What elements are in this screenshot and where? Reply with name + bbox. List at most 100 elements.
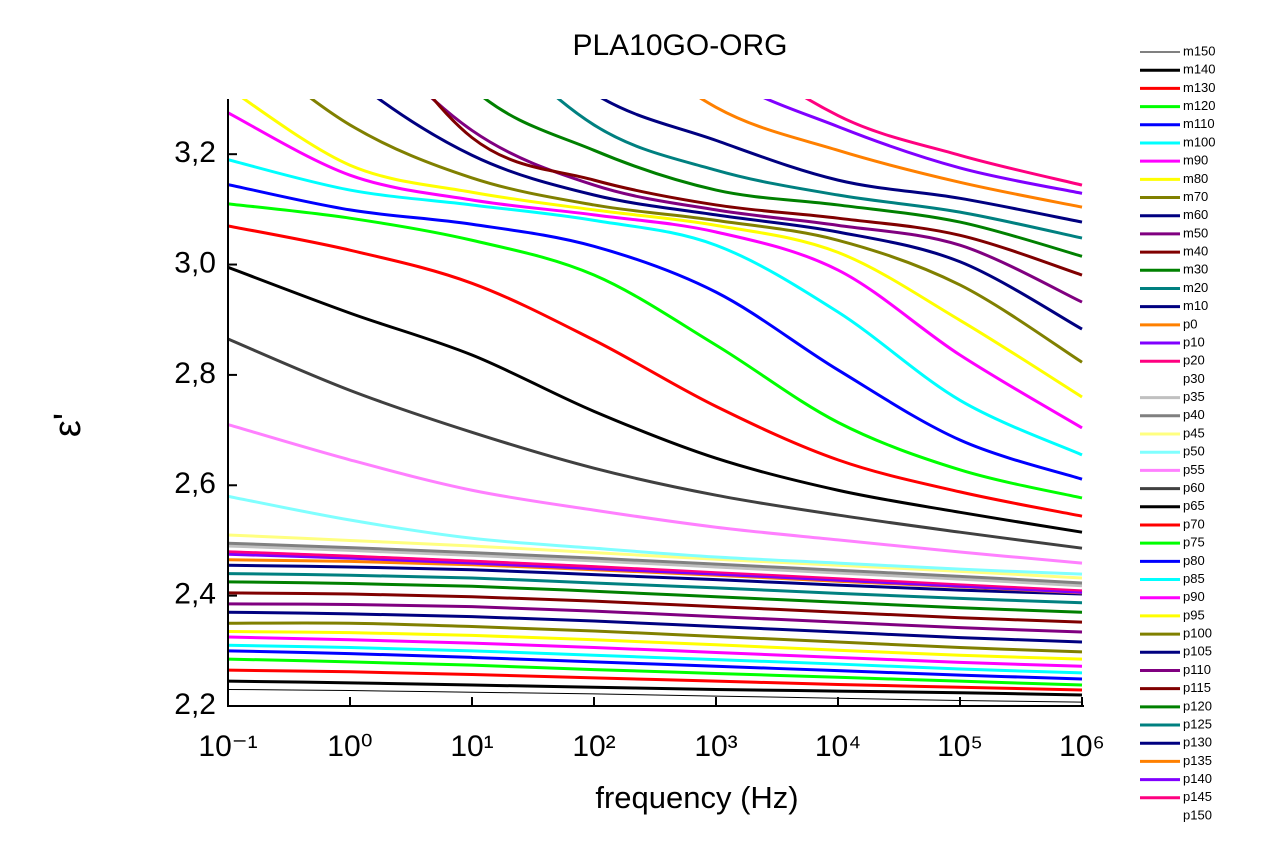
legend-label: p55 (1183, 462, 1205, 477)
series-line (228, 549, 1083, 592)
legend-label: p145 (1183, 789, 1212, 804)
legend-label: m140 (1183, 62, 1216, 77)
x-tick-label: 10⁰ (327, 730, 372, 763)
y-tick-label: 3,0 (174, 246, 216, 279)
series-line (228, 423, 1083, 565)
legend-label: p85 (1183, 571, 1205, 586)
series-line (228, 591, 1083, 624)
legend-label: m120 (1183, 98, 1216, 113)
legend-label: p150 (1183, 807, 1212, 822)
legend-label: p30 (1183, 371, 1205, 386)
legend-label: p35 (1183, 389, 1205, 404)
legend-label: p135 (1183, 753, 1212, 768)
series-line (228, 643, 1083, 675)
series-line (228, 572, 1083, 605)
series-line (228, 183, 1083, 481)
series-line (228, 635, 1083, 668)
x-tick-label: 10¹ (450, 730, 493, 763)
legend-label: p45 (1183, 425, 1205, 440)
legend-label: p75 (1183, 535, 1205, 550)
legend-label: p95 (1183, 607, 1205, 622)
series-line (228, 111, 1083, 430)
legend-label: p120 (1183, 698, 1212, 713)
legend-label: p110 (1183, 662, 1211, 677)
series-line (228, 541, 1083, 585)
legend-label: m80 (1183, 171, 1208, 186)
series-line (228, 657, 1083, 687)
legend-label: m150 (1183, 43, 1216, 58)
series-line (228, 494, 1083, 576)
legend-label: p20 (1183, 353, 1205, 368)
legend-label: m100 (1183, 134, 1216, 149)
legend-label: p115 (1183, 680, 1211, 695)
series-line (228, 688, 1083, 703)
legend-label: p70 (1183, 516, 1205, 531)
series-line (228, 552, 1083, 594)
series-line (483, 99, 1083, 258)
y-tick-label: 2,2 (174, 688, 216, 721)
series-line (228, 547, 1083, 590)
series-line (228, 265, 1083, 534)
x-tick-label: 10² (572, 730, 615, 763)
y-tick-label: 2,4 (174, 578, 216, 611)
x-tick-label: 10⁴ (815, 730, 861, 763)
y-axis-label: ε' (47, 413, 89, 437)
series-line (600, 99, 1083, 224)
series-line (228, 224, 1083, 518)
series-line (228, 630, 1083, 661)
series-line (228, 544, 1083, 588)
series-line (376, 99, 1083, 331)
series-line (228, 621, 1083, 654)
series-line (228, 563, 1083, 596)
series-line (228, 679, 1083, 697)
legend-label: m110 (1183, 116, 1215, 131)
legend-label: m10 (1183, 298, 1208, 313)
series-line (431, 99, 1083, 277)
series-line (309, 99, 1083, 364)
series-line (430, 99, 1083, 304)
legend-label: p100 (1183, 626, 1212, 641)
legend-label: p140 (1183, 771, 1212, 786)
y-tick-label: 2,8 (174, 357, 216, 390)
legend-label: m40 (1183, 244, 1208, 259)
series-line (228, 533, 1083, 580)
legend-label: m30 (1183, 262, 1208, 277)
series-line (228, 602, 1083, 634)
series-line (228, 158, 1083, 457)
x-tick-label: 10³ (694, 730, 737, 763)
legend-label: m70 (1183, 189, 1208, 204)
legend-label: m130 (1183, 80, 1216, 95)
legend-label: p105 (1183, 644, 1212, 659)
legend-label: p130 (1183, 735, 1212, 750)
legend-label: p60 (1183, 480, 1205, 495)
legend-label: p0 (1183, 316, 1197, 331)
legend-label: p10 (1183, 334, 1205, 349)
series-line (228, 649, 1083, 681)
legend-label: m90 (1183, 153, 1208, 168)
x-tick-label: 10⁶ (1059, 730, 1105, 763)
series-line (228, 610, 1083, 644)
x-tick-label: 10⁻¹ (198, 730, 257, 763)
legend-label: p65 (1183, 498, 1205, 513)
series-line (228, 337, 1083, 550)
legend-label: p125 (1183, 716, 1212, 731)
series-line (556, 99, 1083, 240)
y-tick-label: 3,2 (174, 136, 216, 169)
series-line (228, 580, 1083, 614)
x-axis-label: frequency (Hz) (595, 780, 798, 815)
series-line (804, 99, 1083, 187)
legend-label: m20 (1183, 280, 1208, 295)
legend-label: m60 (1183, 207, 1208, 222)
plot-area (228, 99, 1083, 703)
series-line (228, 668, 1083, 692)
y-tick-label: 2,6 (174, 467, 216, 500)
chart-title: PLA10GO-ORG (572, 29, 787, 62)
legend-label: p50 (1183, 444, 1205, 459)
series-line (228, 202, 1083, 500)
legend-label: p80 (1183, 553, 1205, 568)
series-line (699, 99, 1083, 209)
series-line (763, 99, 1083, 195)
x-tick-label: 10⁵ (937, 730, 983, 763)
